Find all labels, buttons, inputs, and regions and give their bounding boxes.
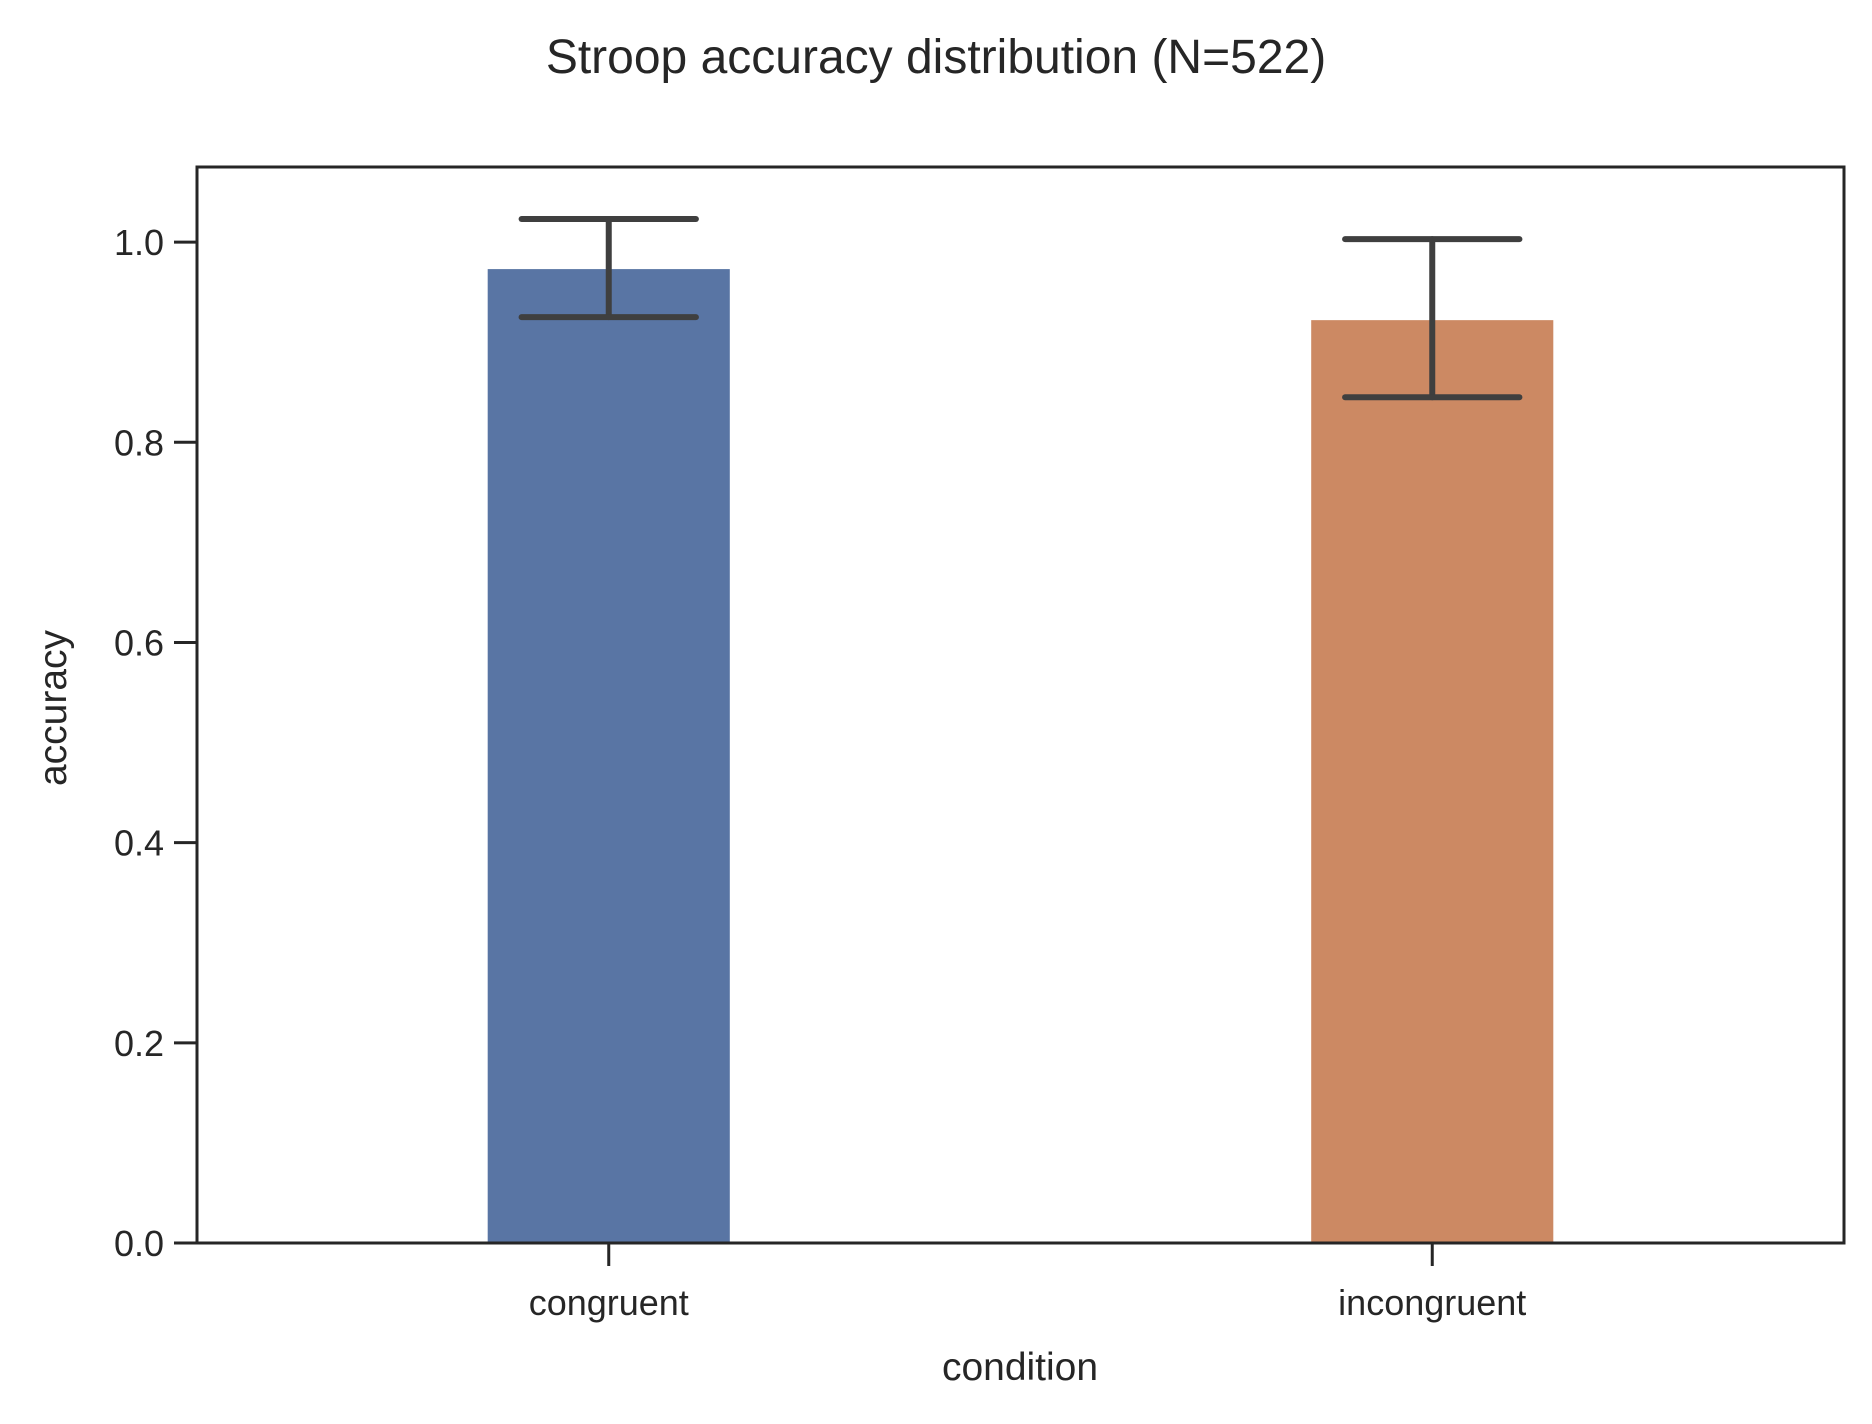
bars <box>487 269 1554 1244</box>
x-axis: congruent incongruent <box>529 1243 1526 1323</box>
y-tick-label: 1.0 <box>114 222 164 263</box>
x-axis-label: condition <box>942 1346 1098 1389</box>
error-bar-congruent <box>518 216 699 321</box>
y-tick-label: 0.8 <box>114 422 164 463</box>
error-bar-incongruent <box>1342 236 1523 401</box>
x-tick-label-incongruent: incongruent <box>1338 1282 1526 1323</box>
chart-title: Stroop accuracy distribution (N=522) <box>546 31 1326 84</box>
y-tick-label: 0.2 <box>114 1023 164 1064</box>
plot-area-frame <box>195 165 1846 1245</box>
y-tick-label: 0.4 <box>114 823 164 864</box>
bar-incongruent <box>1311 320 1554 1243</box>
y-tick-label: 0.6 <box>114 622 164 663</box>
error-bars <box>518 216 1523 401</box>
y-axis-label: accuracy <box>32 629 75 786</box>
bar-congruent <box>487 269 730 1244</box>
x-tick-label-congruent: congruent <box>529 1282 689 1323</box>
y-axis: 0.0 0.2 0.4 0.6 0.8 1.0 <box>114 222 197 1264</box>
y-tick-label: 0.0 <box>114 1223 164 1264</box>
